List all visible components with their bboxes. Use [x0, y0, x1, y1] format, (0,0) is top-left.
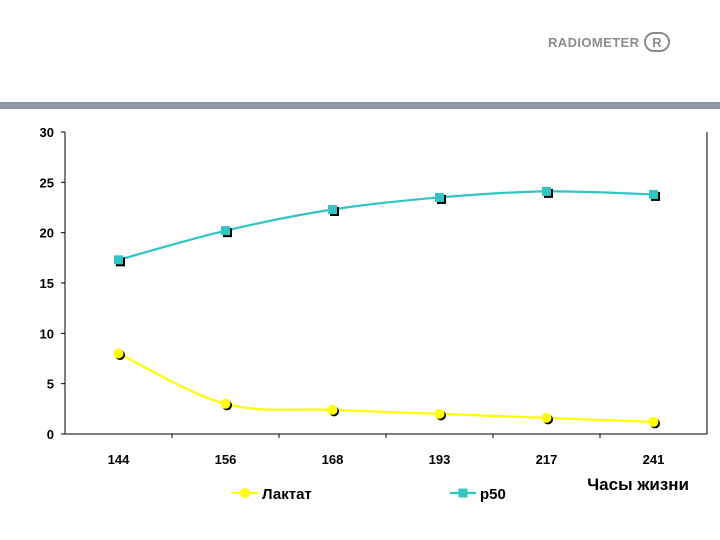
data-point: [541, 412, 552, 423]
legend-item: Лактат: [232, 486, 312, 503]
series-line: [118, 352, 654, 424]
radiometer-logo: RADIOMETER R: [548, 31, 671, 53]
registered-mark-icon: R: [644, 32, 671, 52]
series-1: [113, 348, 660, 429]
data-point: [648, 416, 659, 427]
x-tick-label: 193: [429, 452, 451, 467]
y-ticks: 0 5 10 15 20 25 30: [40, 125, 65, 442]
x-tick-label: 144: [108, 452, 130, 467]
series-layer: [113, 186, 660, 429]
legend-label: p50: [480, 486, 506, 503]
y-tick-label: 25: [40, 175, 54, 190]
legend: Лактат p50: [232, 486, 506, 503]
x-axis-title: Часы жизни: [587, 475, 689, 494]
x-tick-label: 241: [643, 452, 665, 467]
x-tick-label: 168: [322, 452, 344, 467]
header-bar: [0, 102, 720, 109]
y-tick-label: 15: [40, 276, 54, 291]
x-ticks: 144 156 168 193 217 241: [108, 434, 665, 467]
data-point: [220, 398, 231, 409]
data-point: [542, 186, 551, 196]
legend-marker: [458, 488, 468, 498]
x-tick-label: 156: [215, 452, 237, 467]
legend-marker: [240, 488, 250, 498]
x-tick-label: 217: [536, 452, 558, 467]
y-tick-label: 10: [40, 326, 54, 341]
legend-label: Лактат: [262, 486, 312, 503]
data-point: [649, 189, 658, 199]
data-point: [221, 226, 230, 236]
y-tick-label: 30: [40, 125, 54, 140]
series-line: [118, 190, 654, 261]
data-point: [328, 205, 337, 215]
y-tick-label: 0: [47, 427, 54, 442]
registered-mark-letter: R: [653, 35, 663, 50]
data-point: [327, 404, 338, 415]
legend-item: p50: [450, 486, 506, 503]
y-tick-label: 20: [40, 226, 54, 241]
data-point: [114, 255, 123, 265]
data-point: [113, 348, 124, 359]
y-tick-label: 5: [47, 377, 54, 392]
data-point: [435, 192, 444, 202]
series-2: [114, 186, 660, 267]
data-point: [434, 408, 445, 419]
logo-text: RADIOMETER: [548, 34, 640, 50]
